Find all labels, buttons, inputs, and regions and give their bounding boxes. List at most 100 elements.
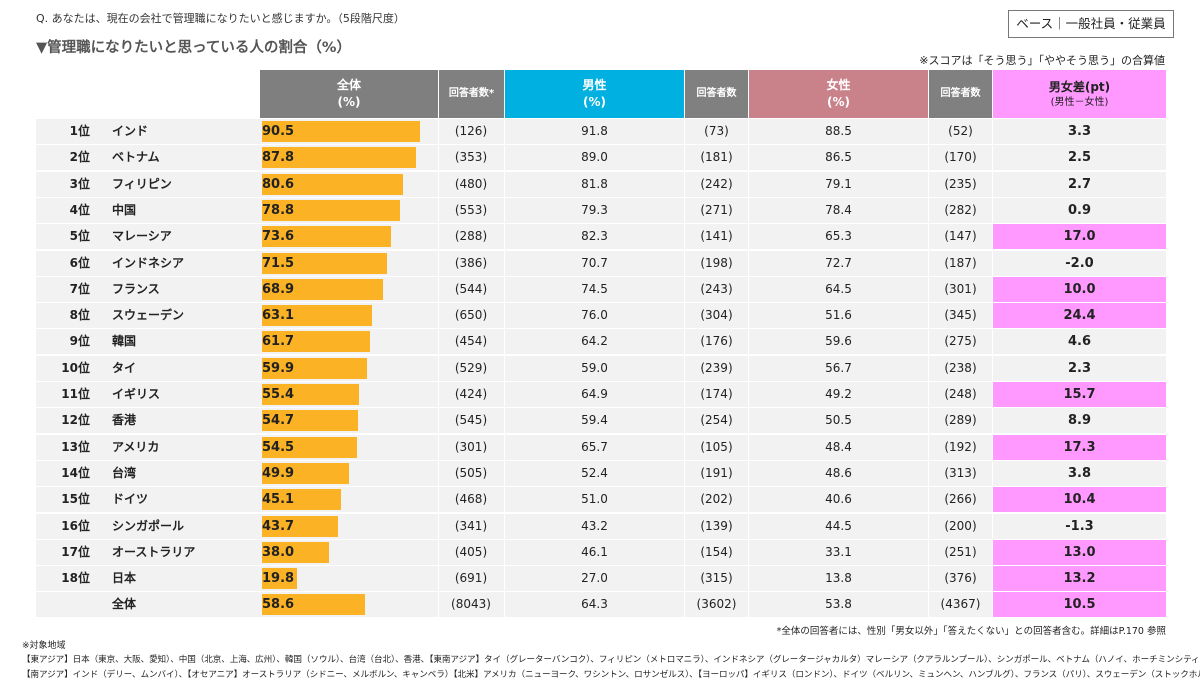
bar-overall (262, 305, 372, 326)
header-male-unit: (%) (583, 95, 606, 109)
footnote: *全体の回答者には、性別「男女以外」「答えたくない」との回答者含む。詳細はP.1… (776, 626, 1166, 637)
diff-highlight (993, 566, 1166, 591)
header-respondents-female-label: 回答者数 (940, 88, 981, 99)
respondents-male: (191) (700, 466, 733, 480)
gender-diff-value: -2.0 (1065, 256, 1094, 271)
respondents-female: (238) (944, 361, 977, 375)
respondents-female: (147) (944, 229, 977, 243)
respondents-male: (315) (700, 571, 733, 585)
country-label: 香港 (112, 413, 137, 427)
female-value: 86.5 (825, 150, 852, 164)
gender-diff-value: 13.0 (1063, 545, 1096, 560)
gender-diff-value: 17.0 (1063, 229, 1096, 244)
respondents-all: (8043) (451, 597, 491, 611)
male-value: 70.7 (581, 256, 608, 270)
respondents-female: (376) (944, 571, 977, 585)
country-label: フランス (112, 282, 160, 296)
female-value: 53.8 (825, 597, 852, 611)
female-value: 72.7 (825, 256, 852, 270)
table-row (36, 592, 1166, 617)
country-label: タイ (112, 361, 137, 375)
male-value: 51.0 (581, 492, 608, 506)
country-label: インドネシア (112, 256, 185, 270)
rank-label: 17位 (61, 545, 90, 559)
overall-value: 45.1 (262, 492, 295, 507)
male-value: 59.0 (581, 361, 608, 375)
respondents-female: (301) (944, 282, 977, 296)
overall-value: 61.7 (262, 334, 295, 349)
male-value: 74.5 (581, 282, 608, 296)
respondents-male: (198) (700, 256, 733, 270)
gender-diff-value: 2.5 (1067, 150, 1092, 165)
table-row (36, 540, 1166, 565)
respondents-all: (301) (454, 440, 488, 454)
gender-diff-value: 3.3 (1067, 124, 1092, 139)
rank-label: 2位 (69, 150, 90, 164)
respondents-male: (154) (700, 545, 733, 559)
female-value: 49.2 (825, 387, 852, 401)
bar-overall (262, 384, 359, 405)
respondents-female: (235) (944, 177, 977, 191)
country-label: 中国 (112, 203, 137, 217)
overall-value: 80.6 (262, 177, 295, 192)
respondents-female: (170) (944, 150, 977, 164)
respondents-female: (345) (944, 308, 977, 322)
overall-value: 63.1 (262, 308, 295, 323)
base-label: ベース｜一般社員・従業員 (1008, 10, 1174, 38)
overall-value: 55.4 (262, 387, 295, 402)
respondents-female: (52) (948, 124, 973, 138)
respondents-all: (553) (454, 203, 488, 217)
regions-title: ※対象地域 (22, 641, 66, 651)
respondents-female: (251) (944, 545, 977, 559)
rank-label: 8位 (69, 308, 90, 322)
bar-overall (262, 253, 387, 274)
respondents-male: (176) (700, 334, 733, 348)
male-value: 79.3 (581, 203, 608, 217)
respondents-female: (289) (944, 413, 977, 427)
header-female-unit: (%) (827, 95, 850, 109)
respondents-all: (545) (454, 413, 488, 427)
female-value: 44.5 (825, 519, 852, 533)
rank-label: 1位 (69, 124, 90, 138)
respondents-all: (480) (454, 177, 488, 191)
respondents-female: (200) (944, 519, 977, 533)
country-label: イギリス (112, 387, 161, 401)
table-row (36, 303, 1166, 328)
header-overall-unit: (%) (337, 95, 361, 109)
overall-value: 59.9 (262, 361, 295, 376)
respondents-male: (239) (700, 361, 733, 375)
respondents-female: (313) (944, 466, 977, 480)
male-value: 46.1 (581, 545, 608, 559)
gender-diff-value: 10.5 (1063, 597, 1096, 612)
respondents-male: (181) (700, 150, 733, 164)
male-value: 65.7 (581, 440, 608, 454)
table-row (36, 224, 1166, 249)
header-female-label: 女性 (826, 78, 851, 92)
country-label: マレーシア (112, 229, 172, 243)
bar-overall (262, 121, 420, 142)
female-value: 56.7 (825, 361, 852, 375)
rank-label: 4位 (69, 203, 90, 217)
rank-label: 13位 (61, 440, 90, 454)
rank-label: 7位 (69, 282, 90, 296)
bar-overall (262, 147, 416, 168)
overall-value: 49.9 (262, 466, 295, 481)
gender-diff-value: 0.9 (1067, 203, 1092, 218)
diff-highlight (993, 277, 1166, 302)
header-respondents-male-label: 回答者数 (696, 88, 737, 99)
regions-line-2: 【南アジア】インド（デリー、ムンバイ）、【オセアニア】オーストラリア（シドニー、… (22, 670, 1200, 680)
gender-diff-value: 15.7 (1063, 387, 1096, 402)
header-respondents-male: 回答者数 (685, 70, 748, 118)
respondents-all: (288) (454, 229, 488, 243)
bar-overall (262, 437, 357, 458)
respondents-male: (139) (700, 519, 733, 533)
bar-overall (262, 594, 365, 615)
respondents-female: (4367) (940, 597, 981, 611)
rank-label: 9位 (69, 334, 90, 348)
respondents-all: (544) (454, 282, 488, 296)
rank-label: 5位 (69, 229, 90, 243)
column-divider (928, 70, 929, 619)
respondents-male: (304) (700, 308, 733, 322)
gender-diff-value: 13.2 (1063, 571, 1096, 586)
respondents-male: (202) (700, 492, 733, 506)
